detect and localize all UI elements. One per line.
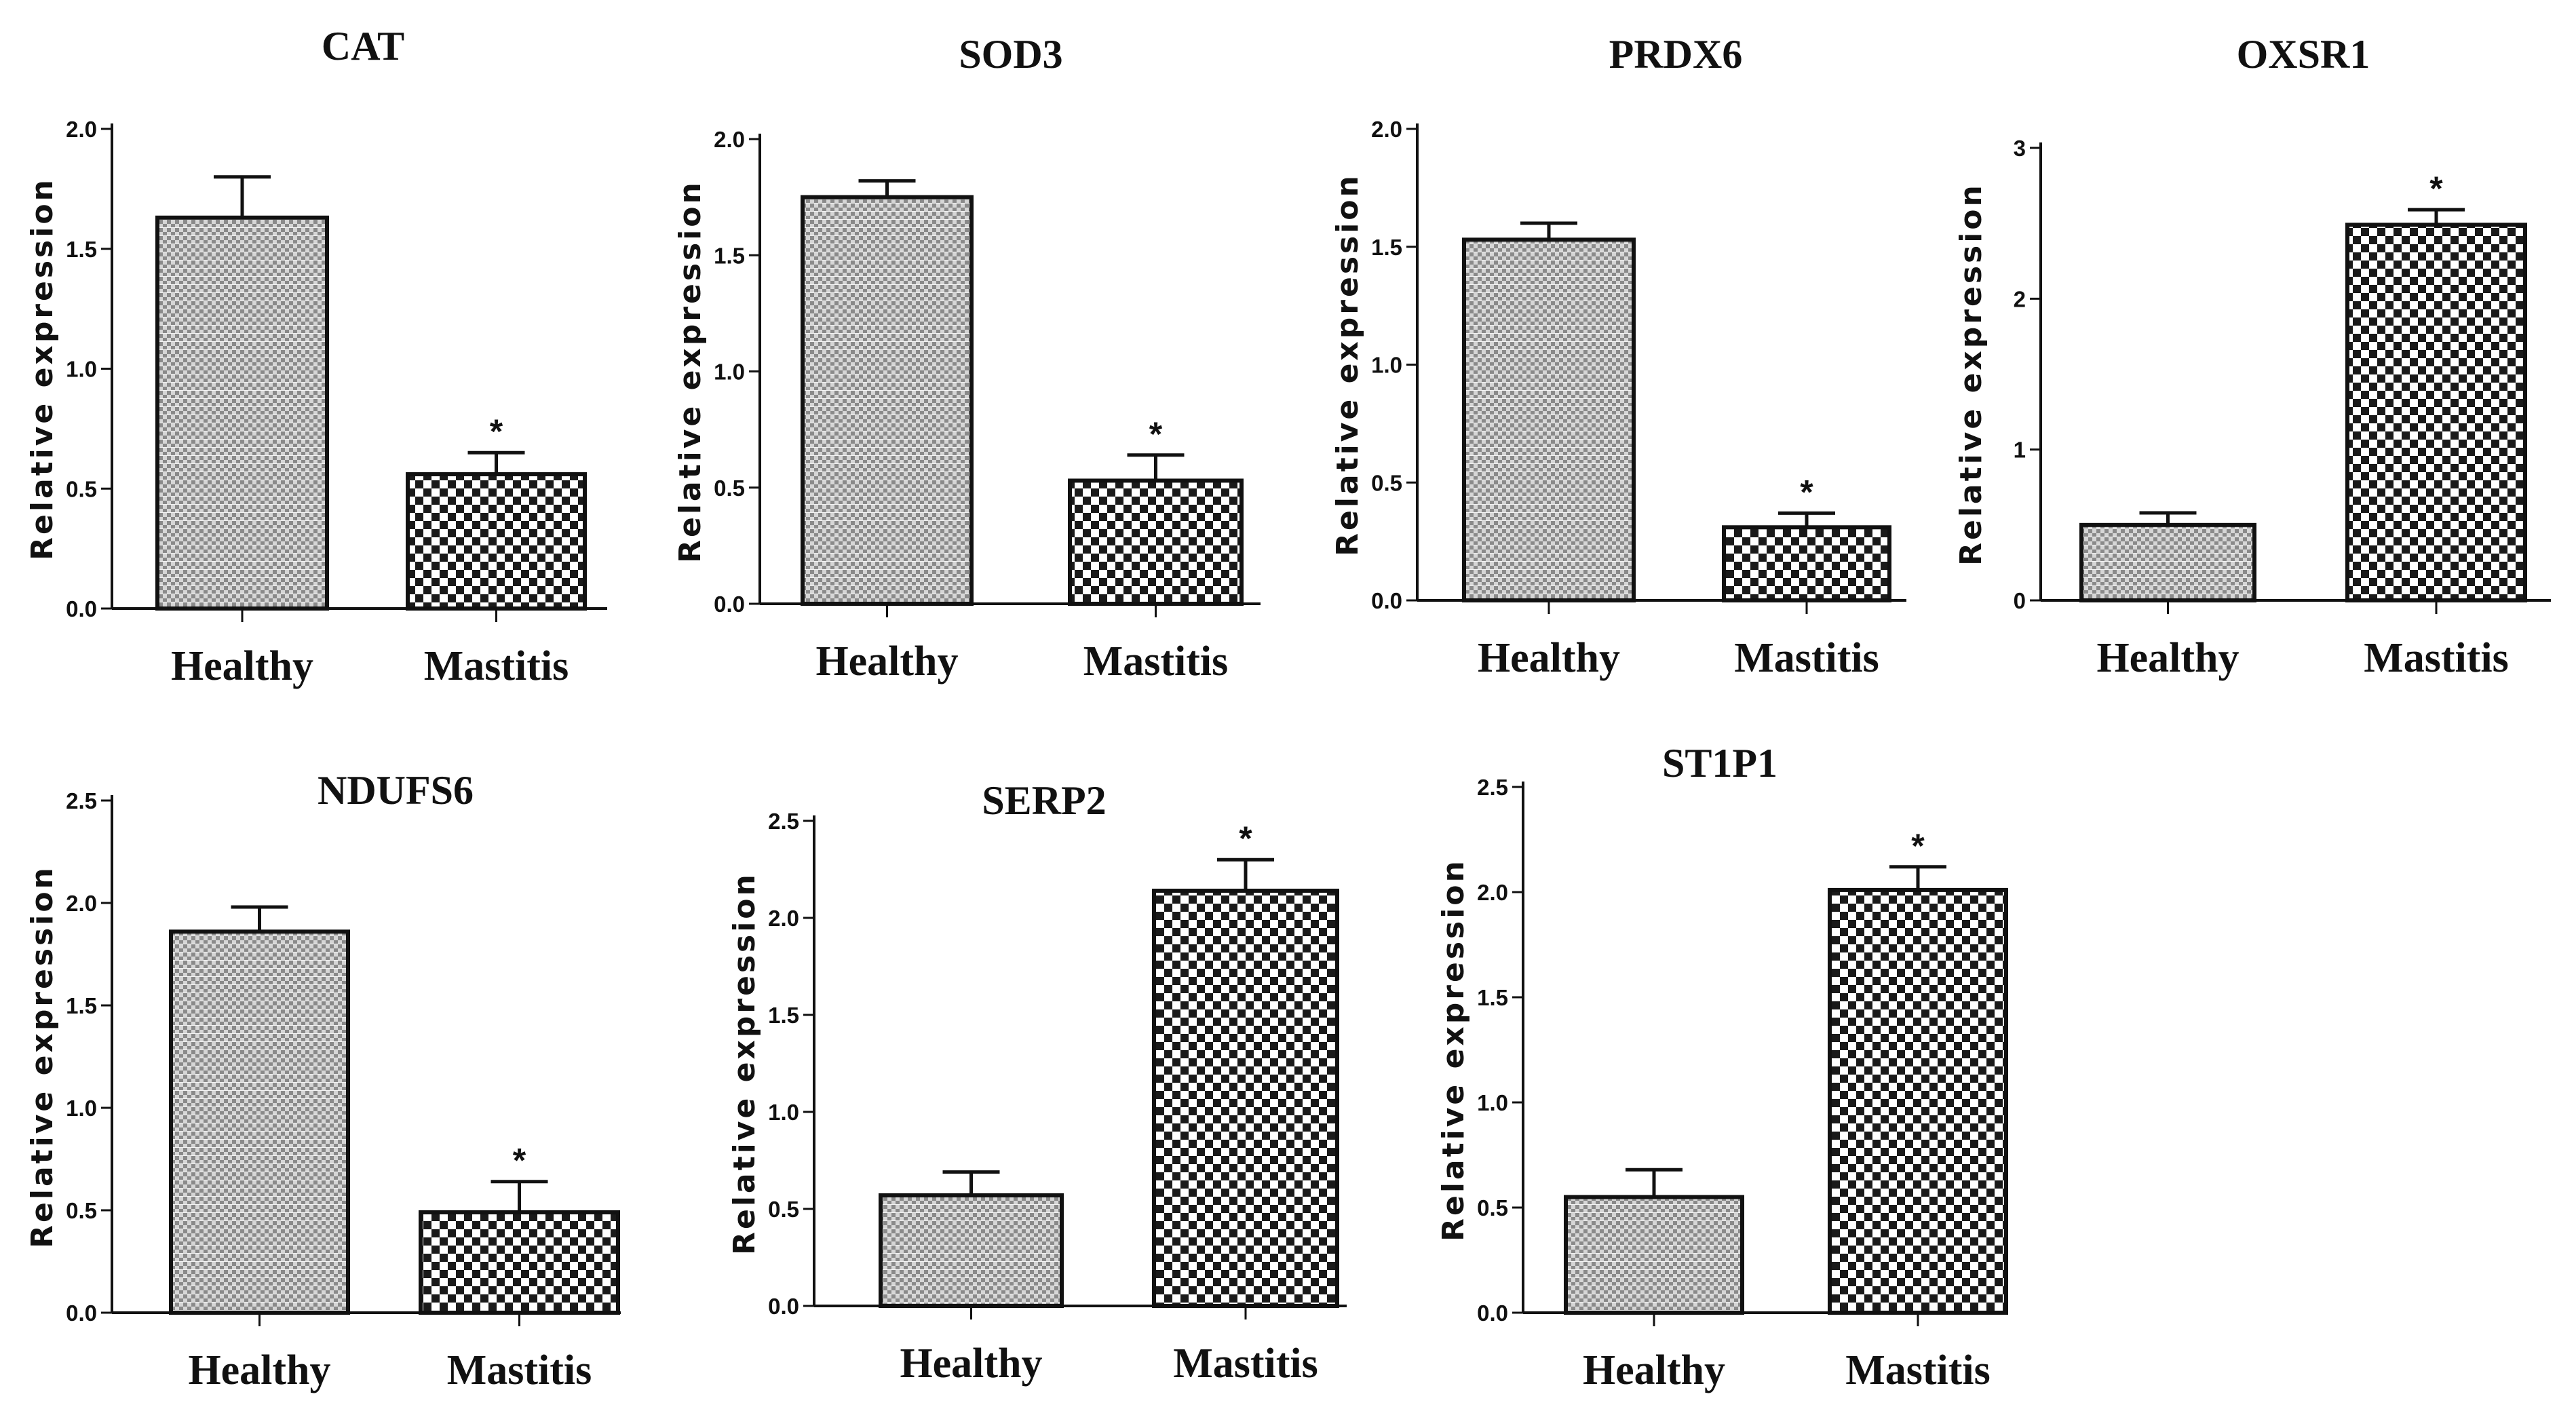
- y-tick-label: 2.0: [768, 906, 799, 931]
- chart-title: PRDX6: [1609, 32, 1743, 77]
- y-tick-label: 0.0: [66, 1300, 97, 1326]
- y-tick-label: 0.5: [66, 476, 97, 501]
- chart-panel-ndufs6: NDUFS6 Relative expression 0.0 0.5 1.0 1…: [25, 768, 621, 1393]
- chart-panel-oxsr1: OXSR1 Relative expression 0 1 2 3 Health…: [1954, 32, 2551, 681]
- bar-healthy: [169, 929, 350, 1315]
- y-tick-label: 0: [2014, 588, 2026, 613]
- bar-mastitis: [1152, 888, 1339, 1308]
- y-tick-label: 0.0: [66, 596, 97, 621]
- x-category-label: Mastitis: [1734, 635, 1879, 681]
- x-category-label: Healthy: [171, 643, 313, 689]
- chart-title: NDUFS6: [318, 768, 474, 813]
- bar-mastitis: [2345, 223, 2527, 602]
- y-tick-label: 1.0: [768, 1100, 799, 1125]
- x-category-label: Healthy: [815, 638, 958, 685]
- significance-marker: *: [1239, 820, 1252, 857]
- y-axis-label: Relative expression: [673, 180, 708, 563]
- significance-marker: *: [490, 412, 503, 450]
- y-tick-label: 1.5: [66, 993, 97, 1018]
- y-tick-label: 0.5: [1371, 470, 1402, 495]
- significance-marker: *: [1800, 473, 1813, 511]
- chart-panel-cat: CAT Relative expression 0.0 0.5 1.0 1.5 …: [25, 24, 607, 689]
- y-tick-label: 0.5: [768, 1197, 799, 1222]
- chart-title: OXSR1: [2237, 32, 2370, 77]
- y-tick-label: 0.0: [714, 592, 745, 617]
- x-category-label: Mastitis: [1845, 1347, 1991, 1393]
- chart-title: SERP2: [982, 778, 1106, 823]
- y-tick-label: 1.0: [1477, 1090, 1508, 1115]
- x-category-label: Healthy: [2096, 635, 2239, 681]
- y-tick-label: 0.5: [714, 476, 745, 501]
- y-tick-label: 1.0: [1371, 353, 1402, 378]
- chart-panel-serp2: SERP2 Relative expression 0.0 0.5 1.0 1.…: [727, 778, 1347, 1387]
- x-category-label: Healthy: [1583, 1347, 1725, 1393]
- y-axis-label: Relative expression: [1954, 182, 1988, 566]
- y-tick-label: 1.0: [66, 357, 97, 382]
- y-tick-label: 1.5: [714, 243, 745, 268]
- x-category-label: Mastitis: [1173, 1341, 1318, 1387]
- y-tick-label: 1.0: [66, 1096, 97, 1121]
- bar-healthy: [1564, 1195, 1744, 1315]
- x-category-label: Mastitis: [2364, 635, 2509, 681]
- bar-healthy: [879, 1193, 1064, 1308]
- y-tick-label: 2.0: [1371, 117, 1402, 142]
- significance-marker: *: [2429, 170, 2443, 208]
- y-tick-label: 2.0: [1477, 880, 1508, 905]
- y-tick-label: 0.5: [1477, 1195, 1508, 1220]
- y-tick-label: 1: [2014, 438, 2026, 463]
- y-tick-label: 1.5: [1477, 985, 1508, 1010]
- chart-title: CAT: [322, 24, 404, 69]
- y-tick-label: 1.5: [1371, 235, 1402, 260]
- y-tick-label: 2.5: [66, 788, 97, 813]
- bar-healthy: [801, 195, 974, 606]
- x-category-label: Mastitis: [1083, 638, 1229, 685]
- y-tick-label: 0.5: [66, 1198, 97, 1223]
- significance-marker: *: [513, 1142, 526, 1180]
- x-category-label: Mastitis: [447, 1347, 592, 1393]
- x-category-label: Healthy: [900, 1341, 1042, 1387]
- x-category-label: Mastitis: [424, 643, 569, 689]
- bar-mastitis: [1722, 525, 1891, 603]
- y-tick-label: 1.5: [66, 237, 97, 262]
- y-tick-label: 2.5: [1477, 775, 1508, 800]
- y-axis-label: Relative expression: [1330, 173, 1365, 556]
- y-tick-label: 2.0: [66, 891, 97, 916]
- y-axis-label: Relative expression: [727, 872, 762, 1255]
- y-tick-label: 2.5: [768, 809, 799, 834]
- significance-marker: *: [1911, 827, 1925, 865]
- x-category-label: Healthy: [1478, 635, 1620, 681]
- y-tick-label: 2: [2014, 286, 2026, 311]
- y-tick-label: 0.0: [768, 1294, 799, 1319]
- bar-healthy: [155, 215, 329, 611]
- bar-mastitis: [1068, 478, 1244, 606]
- bar-mastitis: [1828, 887, 2008, 1315]
- chart-title: SOD3: [959, 32, 1062, 77]
- bar-healthy: [1462, 237, 1636, 602]
- y-tick-label: 0.0: [1477, 1300, 1508, 1326]
- bar-mastitis: [406, 472, 587, 611]
- chart-panel-st1p1: ST1P1 Relative expression 0.0 0.5 1.0 1.…: [1436, 741, 2008, 1393]
- bar-healthy: [2079, 522, 2256, 602]
- y-tick-label: 2.0: [714, 127, 745, 152]
- y-tick-label: 1.0: [714, 360, 745, 385]
- y-tick-label: 1.5: [768, 1003, 799, 1028]
- significance-marker: *: [1149, 415, 1163, 453]
- y-axis-label: Relative expression: [1436, 858, 1471, 1241]
- y-tick-label: 2.0: [66, 117, 97, 142]
- chart-panel-prdx6: PRDX6 Relative expression 0.0 0.5 1.0 1.…: [1330, 32, 1906, 681]
- y-tick-label: 3: [2014, 136, 2026, 161]
- chart-panel-sod3: SOD3 Relative expression 0.0 0.5 1.0 1.5…: [673, 32, 1261, 685]
- chart-title: ST1P1: [1662, 741, 1777, 786]
- y-tick-label: 0.0: [1371, 588, 1402, 613]
- y-axis-label: Relative expression: [25, 865, 60, 1248]
- y-axis-label: Relative expression: [25, 177, 60, 560]
- x-category-label: Healthy: [188, 1347, 330, 1393]
- bar-mastitis: [419, 1210, 620, 1315]
